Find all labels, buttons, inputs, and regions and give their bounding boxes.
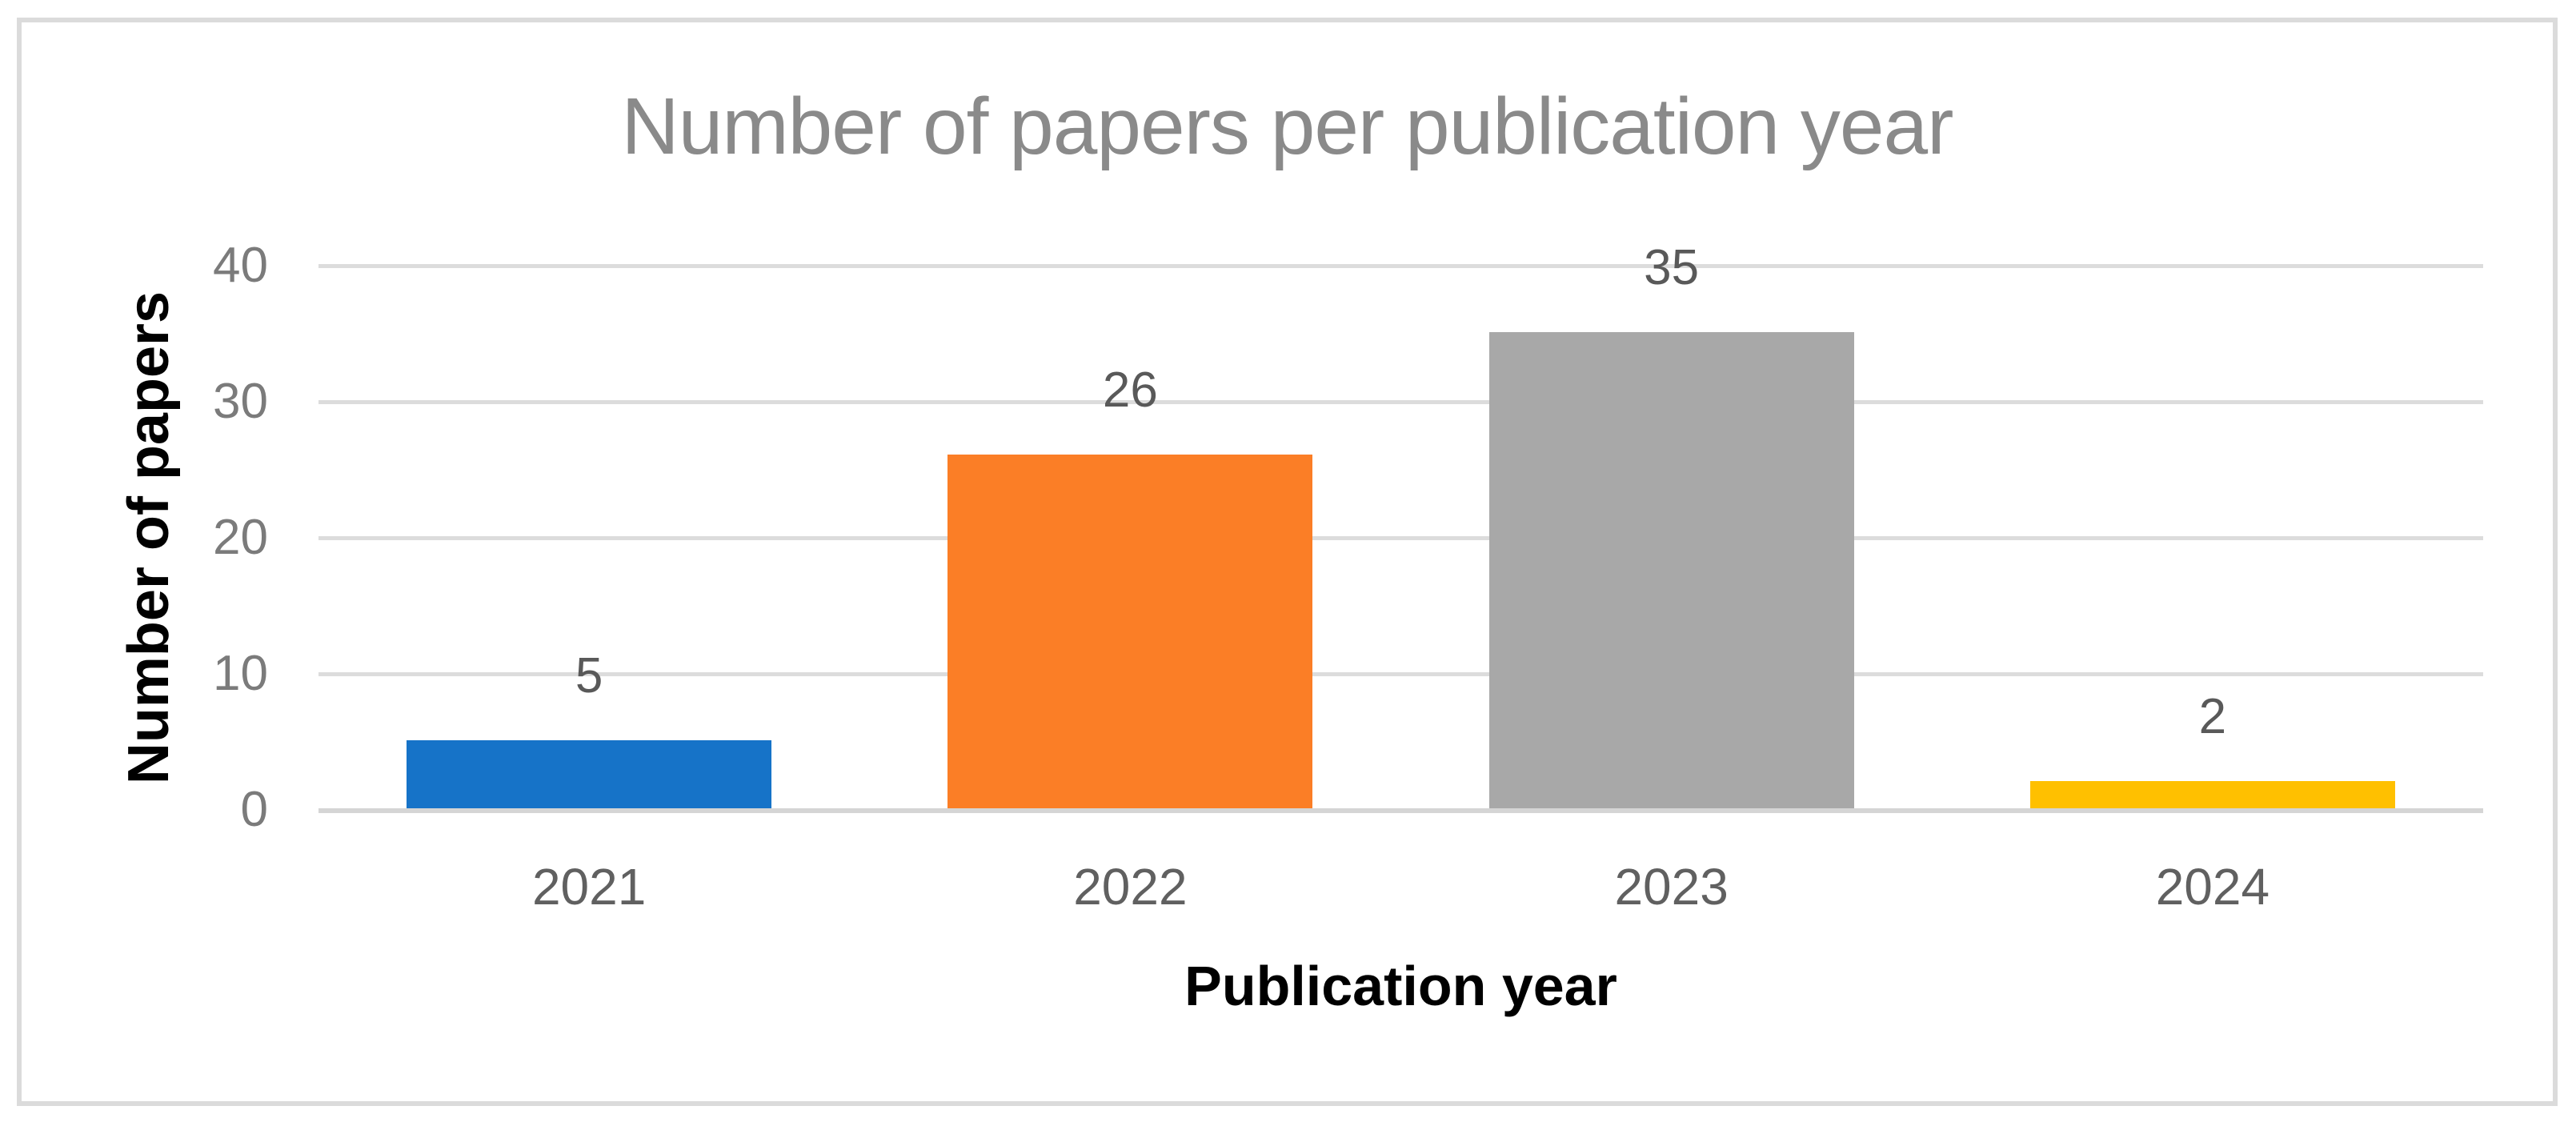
gridline-y30 [318, 400, 2483, 404]
data-label-2024: 2 [2198, 689, 2227, 744]
x-tick-label-2021: 2021 [531, 858, 647, 916]
gridline-y40 [318, 264, 2483, 268]
x-axis-line [318, 808, 2483, 813]
bar-2024 [2029, 781, 2395, 808]
x-tick-label-2024: 2024 [2155, 858, 2270, 916]
bar-2022 [947, 455, 1313, 808]
y-tick-label-0: 0 [240, 782, 268, 837]
gridline-y10 [318, 672, 2483, 676]
gridline-y20 [318, 536, 2483, 540]
y-tick-label-10: 10 [213, 646, 268, 701]
bar-2021 [407, 740, 772, 808]
bar-2023 [1488, 332, 1854, 808]
y-tick-label-20: 20 [213, 510, 268, 565]
data-label-2022: 26 [1102, 363, 1158, 418]
chart-title: Number of papers per publication year [621, 82, 1954, 171]
x-axis-title: Publication year [1184, 955, 1617, 1017]
y-tick-label-40: 40 [213, 238, 268, 293]
x-tick-label-2023: 2023 [1614, 858, 1729, 916]
data-label-2023: 35 [1644, 240, 1700, 295]
y-tick-label-30: 30 [213, 374, 268, 429]
x-tick-label-2022: 2022 [1073, 858, 1188, 916]
data-label-2021: 5 [575, 648, 603, 703]
